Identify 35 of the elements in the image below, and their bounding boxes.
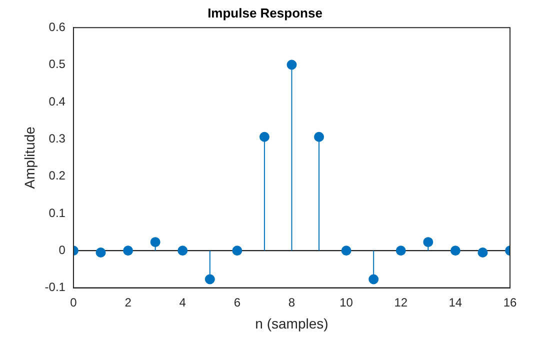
point [423,237,434,248]
y-tick-label: 0.4 [48,94,66,108]
x-tick-label: 4 [179,295,186,310]
point [259,132,270,142]
point [368,274,379,284]
y-tick-label: 0.5 [48,57,66,72]
y-tick-label: 0.2 [48,168,66,183]
point [178,246,188,256]
y-tick-label: 0.3 [48,131,66,146]
point [450,246,460,256]
y-tick-label: 0.1 [48,206,66,220]
x-tick-label: 16 [503,295,517,310]
y-axis-title: Amplitude [21,126,38,189]
x-tick-label: 2 [124,295,132,310]
x-axis-title: n (samples) [255,315,328,332]
x-tick-label: 10 [340,295,354,310]
chart-title: Impulse Response [208,5,322,20]
point [478,247,488,258]
x-tick-label: 12 [394,295,408,310]
point [150,237,160,248]
x-tick-label: 6 [234,295,241,310]
x-tick-label: 14 [448,295,462,310]
point [286,60,297,70]
point [341,246,352,256]
x-tick-label: 0 [70,295,78,310]
point [396,246,406,256]
y-tick-label: -0.1 [44,280,66,294]
point [123,246,134,256]
y-tick-label: 0.6 [48,20,66,34]
point [232,246,242,256]
point [96,247,106,258]
point [204,274,215,284]
y-tick-label: 0 [58,242,66,257]
x-tick-label: 8 [288,295,296,310]
point [314,132,324,142]
